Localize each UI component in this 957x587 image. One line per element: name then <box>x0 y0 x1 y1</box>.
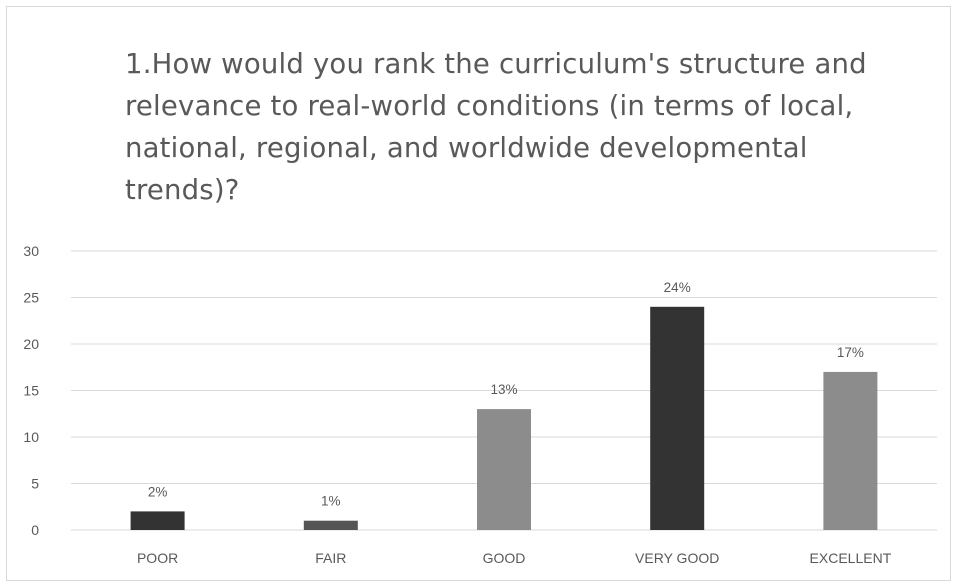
y-tick-label: 0 <box>31 522 39 538</box>
y-tick-label: 5 <box>31 476 39 492</box>
x-tick-label: VERY GOOD <box>635 550 719 566</box>
y-tick-label: 20 <box>23 336 39 352</box>
data-label: 2% <box>148 484 168 499</box>
bar <box>650 306 705 530</box>
data-label: 1% <box>321 494 341 509</box>
x-tick-label: EXCELLENT <box>810 550 892 566</box>
bar <box>477 409 531 530</box>
y-tick-label: 30 <box>23 243 39 259</box>
chart-area: 1.How would you rank the curriculum's st… <box>6 6 951 581</box>
y-tick-label: 15 <box>23 383 39 399</box>
bar <box>303 520 358 530</box>
y-tick-label: 10 <box>23 429 39 445</box>
data-label: 24% <box>664 280 691 295</box>
bar <box>130 511 185 530</box>
y-tick-label: 25 <box>23 290 39 306</box>
x-tick-label: POOR <box>137 550 178 566</box>
plot-area: 0 5 10 15 20 25 30 2% POOR 1% FAIR 13% GOOD 24% VERY G… <box>23 243 937 566</box>
data-label: 17% <box>837 345 864 360</box>
data-label: 13% <box>490 382 517 397</box>
x-tick-label: GOOD <box>483 550 526 566</box>
bar <box>823 371 878 530</box>
chart-title: 1.How would you rank the curriculum's st… <box>125 48 867 206</box>
x-tick-label: FAIR <box>315 550 346 566</box>
